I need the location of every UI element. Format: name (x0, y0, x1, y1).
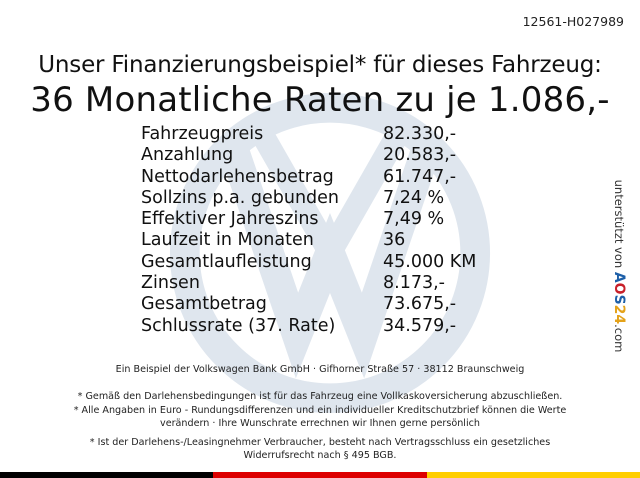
supported-by-text: unterstützt von (612, 179, 626, 269)
monthly-rate-headline: 36 Monatliche Raten zu je 1.086,- (30, 80, 610, 120)
row-label: Fahrzeugpreis (141, 124, 264, 144)
row-value: 45.000 KM (383, 251, 477, 272)
brand-letter: A (611, 271, 627, 283)
row-label: Laufzeit in Monaten (141, 230, 314, 251)
flag-gold (426, 472, 640, 478)
row-label: Sollzins p.a. gebunden (141, 187, 340, 208)
brand-letter: O (611, 282, 627, 295)
bank-note: Ein Beispiel der Volkswagen Bank GmbH · … (115, 364, 525, 375)
supported-by-label: unterstützt von AOS24.com (604, 176, 634, 356)
table-row: Anzahlung 20.583,- (141, 145, 493, 166)
row-label: Zinsen (141, 273, 200, 294)
row-label: Effektiver Jahreszins (141, 209, 319, 230)
brand-number: 24 (611, 304, 627, 325)
table-row: Gesamtlaufleistung 45.000 KM (141, 252, 493, 273)
row-label: Schlussrate (37. Rate) (141, 315, 336, 336)
german-flag-stripe (0, 472, 640, 478)
withdrawal-note-line2: Widerrufsrecht nach § 495 BGB. (243, 450, 397, 461)
row-value: 82.330,- (383, 124, 457, 144)
row-value: 34.579,- (383, 315, 457, 336)
row-value: 8.173,- (383, 273, 445, 294)
table-row: Effektiver Jahreszins 7,49 % (141, 209, 493, 230)
table-row: Gesamtbetrag 73.675,- (141, 294, 493, 315)
brand-domain: .com (612, 324, 626, 353)
flag-red (213, 472, 427, 478)
row-value: 73.675,- (383, 294, 457, 315)
table-row: Zinsen 8.173,- (141, 273, 493, 294)
row-value: 7,24 % (383, 187, 445, 208)
reference-code: 12561-H027989 (522, 14, 624, 29)
row-value: 36 (383, 230, 406, 251)
flag-black (0, 472, 214, 478)
aos24-brand: AOS24 (611, 272, 627, 324)
row-label: Nettodarlehensbetrag (141, 166, 334, 187)
table-row: Fahrzeugpreis 82.330,- (141, 124, 493, 145)
row-label: Gesamtbetrag (141, 294, 267, 315)
row-value: 7,49 % (383, 209, 445, 230)
table-row: Laufzeit in Monaten 36 (141, 230, 493, 251)
rounding-note-line1: * Alle Angaben in Euro - Rundungsdiffere… (73, 405, 567, 416)
row-label: Gesamtlaufleistung (141, 251, 312, 272)
row-value: 61.747,- (383, 166, 457, 187)
brand-letter: S (611, 294, 627, 305)
withdrawal-note-line1: * Ist der Darlehens-/Leasingnehmer Verbr… (89, 437, 551, 448)
table-row: Nettodarlehensbetrag 61.747,- (141, 167, 493, 188)
table-row: Schlussrate (37. Rate) 34.579,- (141, 316, 493, 337)
row-label: Anzahlung (141, 145, 234, 166)
insurance-note: * Gemäß den Darlehensbedingungen ist für… (77, 391, 563, 402)
rounding-note-line2: verändern · Ihre Wunschrate errechnen wi… (160, 418, 480, 429)
financing-table: Fahrzeugpreis 82.330,- Anzahlung 20.583,- … (141, 124, 493, 337)
headline: Unser Finanzierungsbeispiel* für dieses … (38, 52, 602, 78)
table-row: Sollzins p.a. gebunden 7,24 % (141, 188, 493, 209)
vw-logo-watermark-icon (169, 92, 491, 414)
row-value: 20.583,- (383, 145, 457, 166)
